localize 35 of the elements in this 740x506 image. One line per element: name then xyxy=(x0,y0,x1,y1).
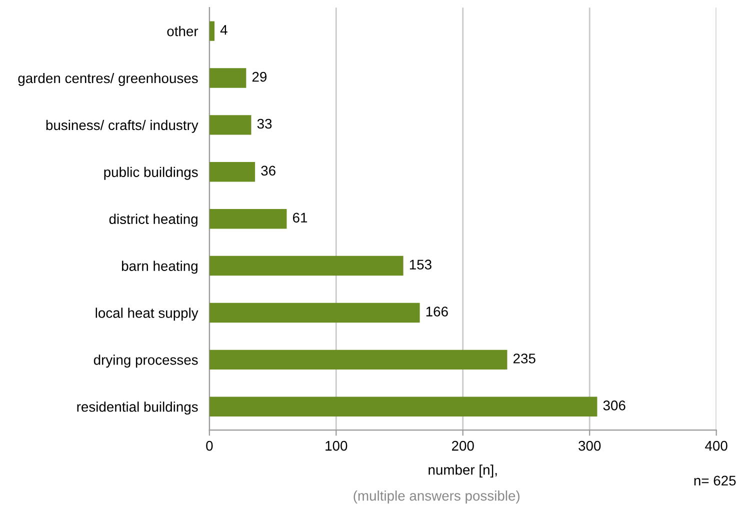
text: n= 625 xyxy=(694,476,736,486)
bar xyxy=(209,115,252,135)
bar xyxy=(209,162,256,182)
y-tick-label: garden centres/ greenhouses xyxy=(18,72,198,86)
y-tick-label: barn heating xyxy=(122,260,198,274)
bar xyxy=(209,21,214,41)
y-tick-label: residential buildings xyxy=(77,402,198,415)
text: (multiple answers possible) xyxy=(354,490,520,504)
x-axis-title: number [n], xyxy=(428,464,497,478)
x-tick-label: 100 xyxy=(326,440,348,451)
x-tick-label: 200 xyxy=(452,440,474,451)
bar xyxy=(209,302,420,323)
data-label: 306 xyxy=(603,400,626,410)
y-tick-label: drying processes xyxy=(94,354,198,368)
y-tick-label: other xyxy=(167,26,198,36)
x-tick-label: 300 xyxy=(578,440,601,451)
data-label: 36 xyxy=(261,166,276,176)
x-tick-label: 400 xyxy=(705,440,728,451)
bar xyxy=(209,350,508,370)
y-tick-label: local heat supply xyxy=(96,308,198,321)
bar xyxy=(209,396,598,416)
bar xyxy=(209,68,246,88)
data-label: 153 xyxy=(410,260,432,270)
data-label: 33 xyxy=(257,118,272,129)
data-label: 235 xyxy=(513,354,536,364)
x-tick-label: 0 xyxy=(206,440,213,451)
data-label: 61 xyxy=(292,212,308,223)
data-label: 166 xyxy=(426,306,448,316)
y-tick-label: business/ crafts/ industry xyxy=(46,120,198,133)
y-tick-label: public buildings xyxy=(104,166,198,180)
data-label: 29 xyxy=(252,72,267,82)
bar xyxy=(209,256,404,276)
data-label: 4 xyxy=(220,25,228,35)
y-tick-label: district heating xyxy=(109,214,198,227)
bar xyxy=(209,208,287,229)
